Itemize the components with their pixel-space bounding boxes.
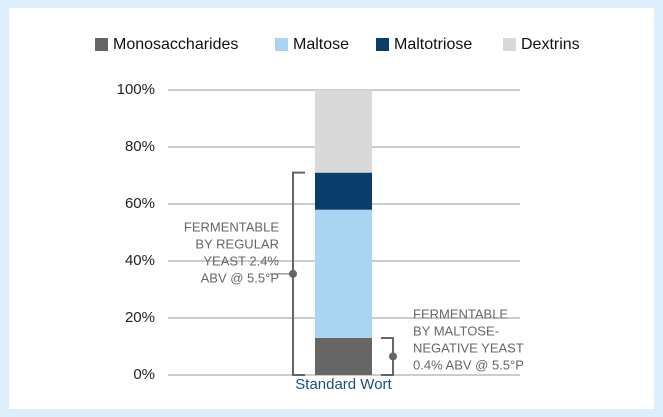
- x-tick-label: Standard Wort: [295, 376, 392, 393]
- legend-swatch: [275, 38, 288, 51]
- bar-segment: [315, 209, 372, 338]
- annotation: YEAST 2.4%: [203, 253, 279, 268]
- y-tick-label: 100%: [117, 81, 155, 98]
- legend-label: Maltotriose: [394, 36, 472, 53]
- annotation: BY MALTOSE-: [413, 323, 499, 338]
- annotation: ABV @ 5.5°P: [201, 270, 279, 285]
- y-tick-label: 20%: [125, 309, 155, 326]
- legend-label: Dextrins: [521, 36, 580, 53]
- y-tick-label: 40%: [125, 252, 155, 269]
- annotation: 0.4% ABV @ 5.5°P: [413, 357, 524, 372]
- bar-segment: [315, 90, 372, 173]
- legend-swatch: [95, 38, 108, 51]
- legend-swatch: [503, 38, 516, 51]
- legend-label: Maltose: [293, 36, 349, 53]
- annotation: NEGATIVE YEAST: [413, 340, 524, 355]
- legend-label: Monosaccharides: [113, 36, 238, 53]
- y-tick-label: 0%: [133, 366, 155, 383]
- bar-segment: [315, 337, 372, 375]
- legend-swatch: [376, 38, 389, 51]
- annotation: FERMENTABLE: [184, 219, 279, 234]
- annotation: BY REGULAR: [195, 236, 279, 251]
- annotation: FERMENTABLE: [413, 306, 508, 321]
- y-tick-label: 80%: [125, 138, 155, 155]
- y-tick-label: 60%: [125, 195, 155, 212]
- bar-segment: [315, 172, 372, 210]
- bracket-maltose-negative-dot: [389, 352, 397, 361]
